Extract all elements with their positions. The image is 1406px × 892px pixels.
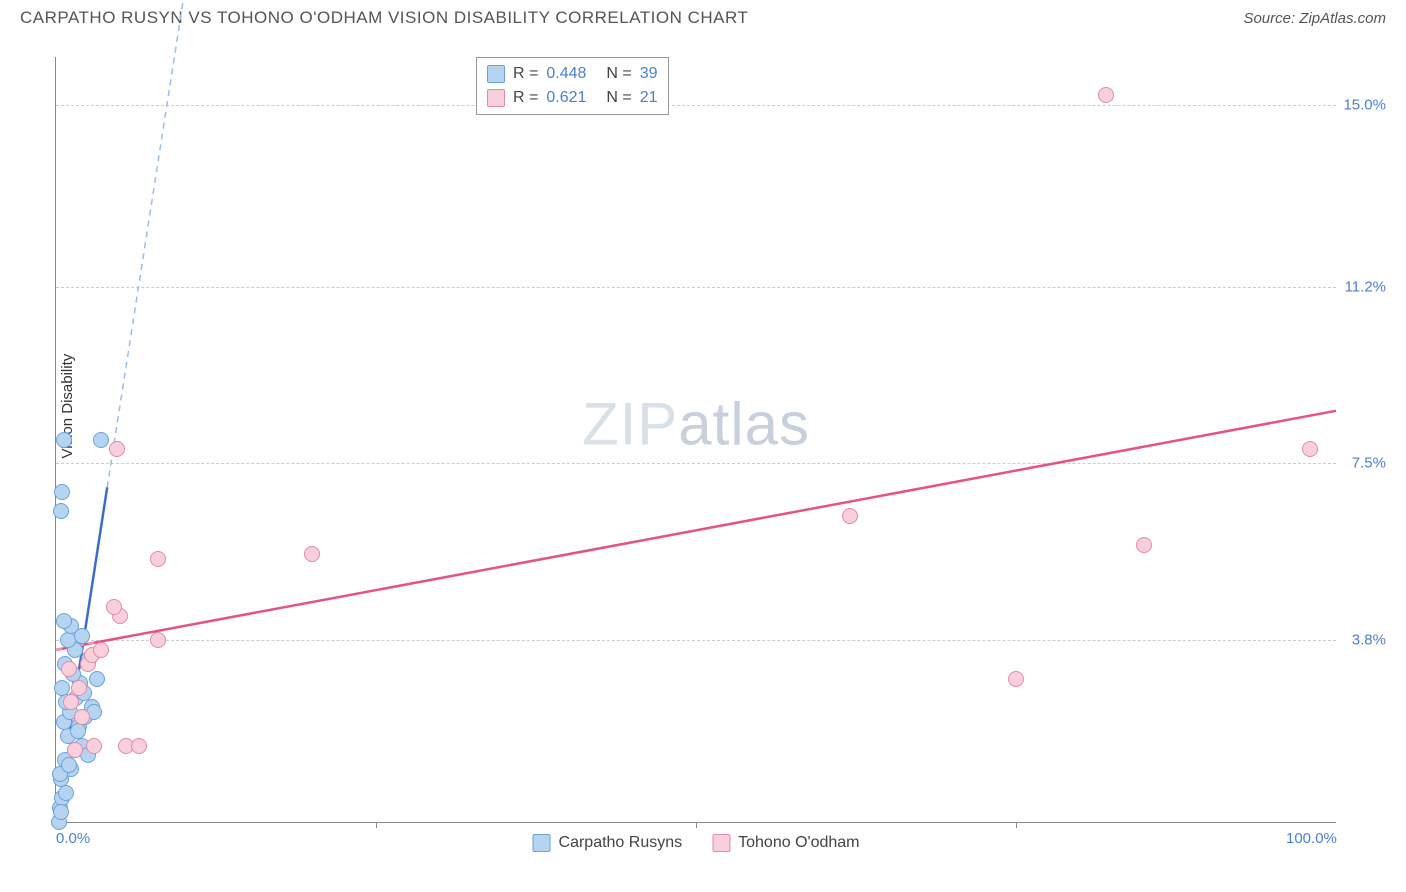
scatter-point — [93, 432, 109, 448]
n-value: 39 — [640, 62, 658, 86]
n-value: 21 — [640, 86, 658, 110]
source-attribution: Source: ZipAtlas.com — [1243, 10, 1386, 27]
r-value: 0.448 — [546, 62, 586, 86]
chart-title: CARPATHO RUSYN VS TOHONO O'ODHAM VISION … — [20, 8, 748, 28]
scatter-point — [131, 738, 147, 754]
legend-swatch — [533, 834, 551, 852]
n-label: N = — [606, 62, 631, 86]
legend-label: Tohono O'odham — [738, 834, 859, 852]
r-label: R = — [513, 62, 538, 86]
x-tick-mark — [696, 822, 697, 828]
legend-item: Tohono O'odham — [712, 834, 859, 852]
scatter-point — [61, 757, 77, 773]
scatter-point — [1008, 671, 1024, 687]
scatter-point — [150, 551, 166, 567]
scatter-point — [53, 804, 69, 820]
legend-swatch — [487, 89, 505, 107]
legend-row: R = 0.448 N = 39 — [487, 62, 658, 86]
trendline — [107, 0, 197, 487]
legend-swatch — [712, 834, 730, 852]
plot-area: ZIPatlas R =0.448N =39R =0.621N =21 Carp… — [55, 57, 1336, 823]
scatter-point — [106, 599, 122, 615]
scatter-point — [1136, 537, 1152, 553]
scatter-point — [304, 546, 320, 562]
x-tick-label: 100.0% — [1286, 830, 1337, 847]
y-tick-label: 15.0% — [1343, 96, 1386, 113]
trendlines-svg — [56, 57, 1336, 822]
scatter-point — [74, 709, 90, 725]
series-legend: Carpatho Rusyns Tohono O'odham — [533, 834, 860, 852]
scatter-point — [89, 671, 105, 687]
y-tick-label: 3.8% — [1352, 632, 1386, 649]
y-tick-label: 7.5% — [1352, 455, 1386, 472]
scatter-point — [70, 723, 86, 739]
n-label: N = — [606, 86, 631, 110]
trendline — [56, 411, 1336, 650]
scatter-point — [1302, 441, 1318, 457]
legend-row: R = 0.621 N = 21 — [487, 86, 658, 110]
chart-container: Vision Disability ZIPatlas R =0.448N =39… — [45, 45, 1375, 855]
x-tick-label: 0.0% — [56, 830, 90, 847]
x-tick-mark — [1016, 822, 1017, 828]
scatter-point — [54, 484, 70, 500]
scatter-point — [63, 694, 79, 710]
scatter-point — [54, 680, 70, 696]
scatter-point — [1098, 87, 1114, 103]
legend-label: Carpatho Rusyns — [559, 834, 683, 852]
legend-item: Carpatho Rusyns — [533, 834, 683, 852]
scatter-point — [58, 785, 74, 801]
r-label: R = — [513, 86, 538, 110]
scatter-point — [150, 632, 166, 648]
r-value: 0.621 — [546, 86, 586, 110]
chart-header: CARPATHO RUSYN VS TOHONO O'ODHAM VISION … — [0, 0, 1406, 32]
scatter-point — [842, 508, 858, 524]
scatter-point — [109, 441, 125, 457]
scatter-point — [56, 432, 72, 448]
scatter-point — [61, 661, 77, 677]
y-tick-label: 11.2% — [1345, 278, 1386, 295]
x-tick-mark — [376, 822, 377, 828]
scatter-point — [53, 503, 69, 519]
scatter-point — [67, 742, 83, 758]
legend-swatch — [487, 65, 505, 83]
scatter-point — [86, 738, 102, 754]
scatter-point — [93, 642, 109, 658]
scatter-point — [56, 613, 72, 629]
correlation-legend: R = 0.448 N = 39 R = 0.621 N = 21 — [476, 57, 669, 115]
scatter-point — [71, 680, 87, 696]
